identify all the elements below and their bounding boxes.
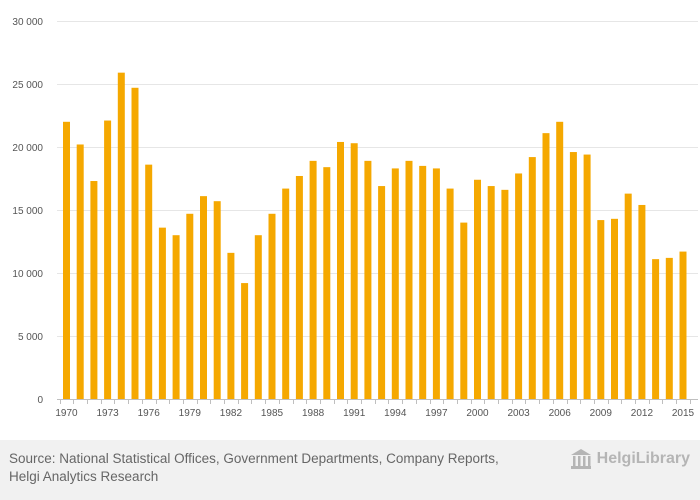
x-tick-label: 1982	[220, 408, 243, 419]
bar-1992	[364, 160, 372, 399]
y-tick-label: 30 000	[12, 17, 43, 28]
x-tick-label: 1994	[384, 408, 407, 419]
bar-2005	[542, 133, 550, 399]
bar-1971	[76, 144, 84, 399]
bar-2012	[638, 204, 646, 399]
bar-1978	[172, 235, 180, 399]
bar-1981	[213, 201, 221, 399]
bar-2014	[665, 257, 673, 399]
x-tick-label: 1970	[55, 408, 78, 419]
bars	[63, 72, 687, 400]
bar-2008	[583, 154, 591, 399]
y-tick-label: 20 000	[12, 143, 43, 154]
footer: Source: National Statistical Offices, Go…	[0, 440, 700, 500]
bar-1987	[295, 175, 303, 399]
x-tick-label: 2003	[507, 408, 530, 419]
x-tick-label: 1997	[425, 408, 448, 419]
bar-1982	[227, 252, 235, 399]
bar-1970	[63, 121, 70, 400]
bar-1995	[405, 160, 413, 399]
bar-2011	[624, 193, 632, 399]
bar-2006	[556, 121, 564, 400]
bar-1988	[309, 160, 317, 399]
x-tick-label: 2006	[549, 408, 572, 419]
source-line-1: Source: National Statistical Offices, Go…	[9, 451, 499, 466]
bar-1976	[145, 164, 153, 399]
x-tick-label: 1976	[138, 408, 161, 419]
x-tick-label: 1988	[302, 408, 325, 419]
source-note: Source: National Statistical Offices, Go…	[9, 450, 549, 486]
y-tick-label: 15 000	[12, 206, 43, 217]
bar-1993	[378, 186, 386, 399]
helgi-library-logo: HelgiLibrary	[569, 448, 690, 470]
bar-1991	[350, 143, 358, 399]
x-tick-label: 2012	[631, 408, 654, 419]
bar-1996	[419, 165, 427, 399]
bar-chart: 0 5 000 10 000 15 000 20 000 25 000 30 000 197…	[12, 17, 698, 419]
bar-1980	[200, 196, 207, 399]
bar-2003	[515, 173, 523, 399]
bar-1983	[241, 283, 249, 399]
y-tick-label: 10 000	[12, 269, 43, 280]
bar-2004	[528, 157, 536, 399]
bar-1973	[104, 120, 112, 399]
bar-2009	[597, 220, 605, 399]
bar-2010	[611, 218, 618, 399]
bar-1974	[117, 72, 125, 399]
bar-2001	[487, 186, 495, 399]
bar-1972	[90, 181, 98, 399]
y-axis-labels: 0 5 000 10 000 15 000 20 000 25 000 30 000	[12, 17, 43, 406]
bar-1990	[337, 141, 344, 399]
bar-1979	[186, 213, 194, 399]
bar-1984	[254, 235, 262, 399]
y-tick-label: 0	[37, 395, 43, 406]
bar-2002	[501, 189, 509, 399]
x-tick-label: 2000	[466, 408, 489, 419]
x-tick-label: 2015	[672, 408, 695, 419]
bar-1989	[323, 167, 331, 399]
bar-1977	[158, 227, 166, 399]
library-building-icon	[570, 449, 591, 469]
bar-1994	[391, 168, 399, 399]
bar-2007	[569, 152, 577, 399]
bar-1997	[432, 168, 440, 399]
y-tick-label: 5 000	[18, 332, 43, 343]
y-tick-label: 25 000	[12, 80, 43, 91]
x-tick-label: 1991	[343, 408, 366, 419]
source-line-2: Helgi Analytics Research	[9, 469, 159, 484]
x-axis-labels: 1970 1973 1976 1979 1982 1985 1988 1991 1994 1997…	[55, 408, 694, 419]
bar-2015	[679, 251, 687, 399]
x-tick-label: 1985	[261, 408, 284, 419]
x-tick-label: 1973	[96, 408, 119, 419]
bar-1985	[268, 213, 276, 399]
bar-1998	[446, 188, 454, 399]
logo-text: HelgiLibrary	[596, 450, 690, 467]
bar-1986	[282, 188, 290, 399]
bar-1999	[460, 222, 468, 399]
bar-2013	[652, 259, 660, 399]
x-axis	[57, 399, 698, 404]
x-tick-label: 1979	[179, 408, 202, 419]
bar-1975	[131, 87, 139, 399]
x-tick-label: 2009	[590, 408, 613, 419]
bar-2000	[474, 179, 481, 399]
